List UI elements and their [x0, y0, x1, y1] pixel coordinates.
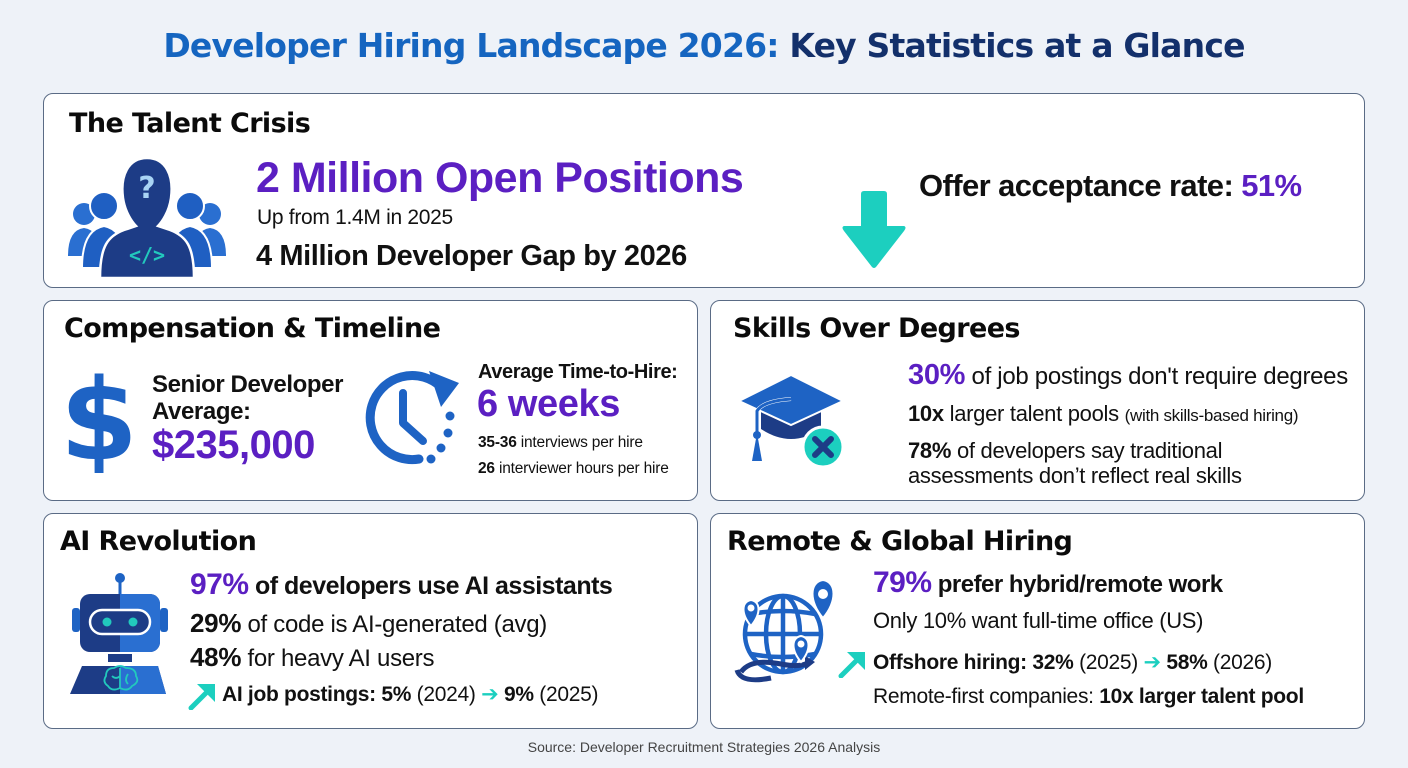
globe-location-icon: [734, 578, 835, 683]
preference-value: 79%: [873, 566, 932, 599]
card-remote-hiring: Remote & Global Hiring 79% prefer hybrid…: [710, 513, 1365, 729]
skills-stat-talent-pool: 10x larger talent pools (with skills-bas…: [908, 401, 1299, 427]
salary-value: $235,000: [152, 423, 315, 467]
card-title: Remote & Global Hiring: [727, 526, 1073, 557]
remote-stat-office: Only 10% want full-time office (US): [873, 608, 1204, 633]
offshore-from-year: (2025): [1073, 651, 1144, 674]
developer-crowd-icon: ? </>: [68, 156, 226, 278]
generated-value: 29%: [190, 608, 242, 638]
card-skills: Skills Over Degrees 30% of job postings …: [710, 300, 1365, 501]
remote-first-stat: Remote-first companies: 10x larger talen…: [873, 685, 1304, 709]
down-arrow-icon: [842, 191, 906, 268]
source-note: Source: Developer Recruitment Strategies…: [527, 739, 881, 755]
skills-stat-no-degree: 30% of job postings don't require degree…: [908, 359, 1348, 392]
card-title: AI Revolution: [60, 526, 257, 557]
ai-stat-heavy-users: 48% for heavy AI users: [190, 642, 435, 673]
right-arrow-icon: ➔: [1143, 651, 1162, 674]
trend-up-arrow-icon: [838, 652, 865, 678]
remote-first-text: Remote-first companies:: [873, 685, 1100, 708]
card-ai-revolution: AI Revolution 97% of developers use AI a…: [43, 513, 698, 729]
talent-pool-text: larger talent pools: [943, 401, 1125, 426]
offer-acceptance: Offer acceptance rate: 51%: [919, 168, 1302, 204]
no-degree-text: of job postings don't require degrees: [965, 363, 1349, 390]
salary-label: Senior Developer Average:: [152, 371, 343, 425]
heavy-users-text: for heavy AI users: [241, 645, 435, 672]
offshore-label: Offshore hiring: 32%: [873, 651, 1074, 674]
page-title: Developer Hiring Landscape 2026: Key Sta…: [0, 26, 1408, 65]
offer-acceptance-value: 51%: [1241, 168, 1302, 203]
graduation-cap-x-icon: [736, 373, 846, 469]
talent-pool-value: 10x: [908, 401, 944, 426]
offer-acceptance-label: Offer acceptance rate:: [919, 168, 1242, 203]
svg-text:$: $: [64, 361, 134, 473]
hours-count: 26: [478, 460, 495, 477]
ai-stat-assistants: 97% of developers use AI assistants: [190, 568, 613, 602]
time-to-hire-value: 6 weeks: [477, 383, 620, 425]
remote-first-bold: 10x larger talent pool: [1099, 685, 1304, 708]
card-compensation: Compensation & Timeline $ Senior Develop…: [43, 300, 698, 501]
assessments-text-cont: assessments don’t reflect real skills: [908, 463, 1242, 488]
interviews-count: 35-36: [478, 434, 517, 451]
assessments-text: of developers say traditional: [951, 438, 1223, 463]
svg-text:?: ?: [138, 171, 155, 206]
hours-text: interviewer hours per hire: [494, 460, 669, 477]
open-positions-subline: Up from 1.4M in 2025: [257, 206, 453, 229]
open-positions-headline: 2 Million Open Positions: [256, 154, 744, 202]
card-title: Compensation & Timeline: [64, 313, 441, 344]
interviews-per-hire: 35-36 interviews per hire: [478, 434, 643, 452]
right-arrow-icon: ➔: [481, 683, 499, 706]
card-title: Skills Over Degrees: [733, 313, 1020, 344]
assistants-text: of developers use AI assistants: [248, 572, 613, 600]
developer-gap: 4 Million Developer Gap by 2026: [256, 240, 687, 272]
interviewer-hours: 26 interviewer hours per hire: [478, 460, 669, 478]
page-title-part2: Key Statistics at a Glance: [778, 26, 1245, 65]
salary-label-line2: Average:: [152, 398, 251, 425]
remote-stat-preference: 79% prefer hybrid/remote work: [873, 566, 1223, 600]
generated-text: of code is AI-generated (avg): [241, 611, 548, 638]
clock-icon: [365, 371, 459, 465]
time-to-hire-label: Average Time-to-Hire:: [478, 361, 678, 383]
preference-text: prefer hybrid/remote work: [931, 571, 1223, 598]
skills-stat-assessments: 78% of developers say traditional assess…: [908, 438, 1242, 488]
job-postings-label: AI job postings: 5%: [222, 683, 412, 706]
robot-icon: [70, 573, 168, 694]
ai-stat-generated: 29% of code is AI-generated (avg): [190, 608, 547, 639]
offshore-to: 58%: [1166, 651, 1208, 674]
page-title-part1: Developer Hiring Landscape 2026:: [163, 26, 779, 65]
salary-label-line1: Senior Developer: [152, 371, 344, 398]
interviews-text: interviews per hire: [516, 434, 643, 451]
job-postings-to: 9%: [503, 683, 534, 706]
assessments-value: 78%: [908, 438, 952, 463]
dollar-icon: $: [64, 361, 134, 473]
offshore-hiring-trend: Offshore hiring: 32% (2025) ➔ 58% (2026): [873, 650, 1272, 675]
card-title: The Talent Crisis: [69, 108, 311, 139]
job-postings-to-year: (2025): [533, 683, 599, 706]
assistants-value: 97%: [190, 568, 249, 601]
heavy-users-value: 48%: [190, 642, 242, 672]
trend-up-arrow-icon: [188, 684, 215, 710]
talent-pool-note: (with skills-based hiring): [1124, 406, 1299, 425]
job-postings-from-year: (2024): [411, 683, 482, 706]
card-talent-crisis: The Talent Crisis ? </> 2 Million Open P…: [43, 93, 1365, 288]
offshore-to-year: (2026): [1207, 651, 1272, 674]
ai-job-postings-trend: AI job postings: 5% (2024) ➔ 9% (2025): [222, 682, 598, 707]
svg-text:</>: </>: [129, 243, 165, 267]
no-degree-value: 30%: [908, 359, 966, 391]
